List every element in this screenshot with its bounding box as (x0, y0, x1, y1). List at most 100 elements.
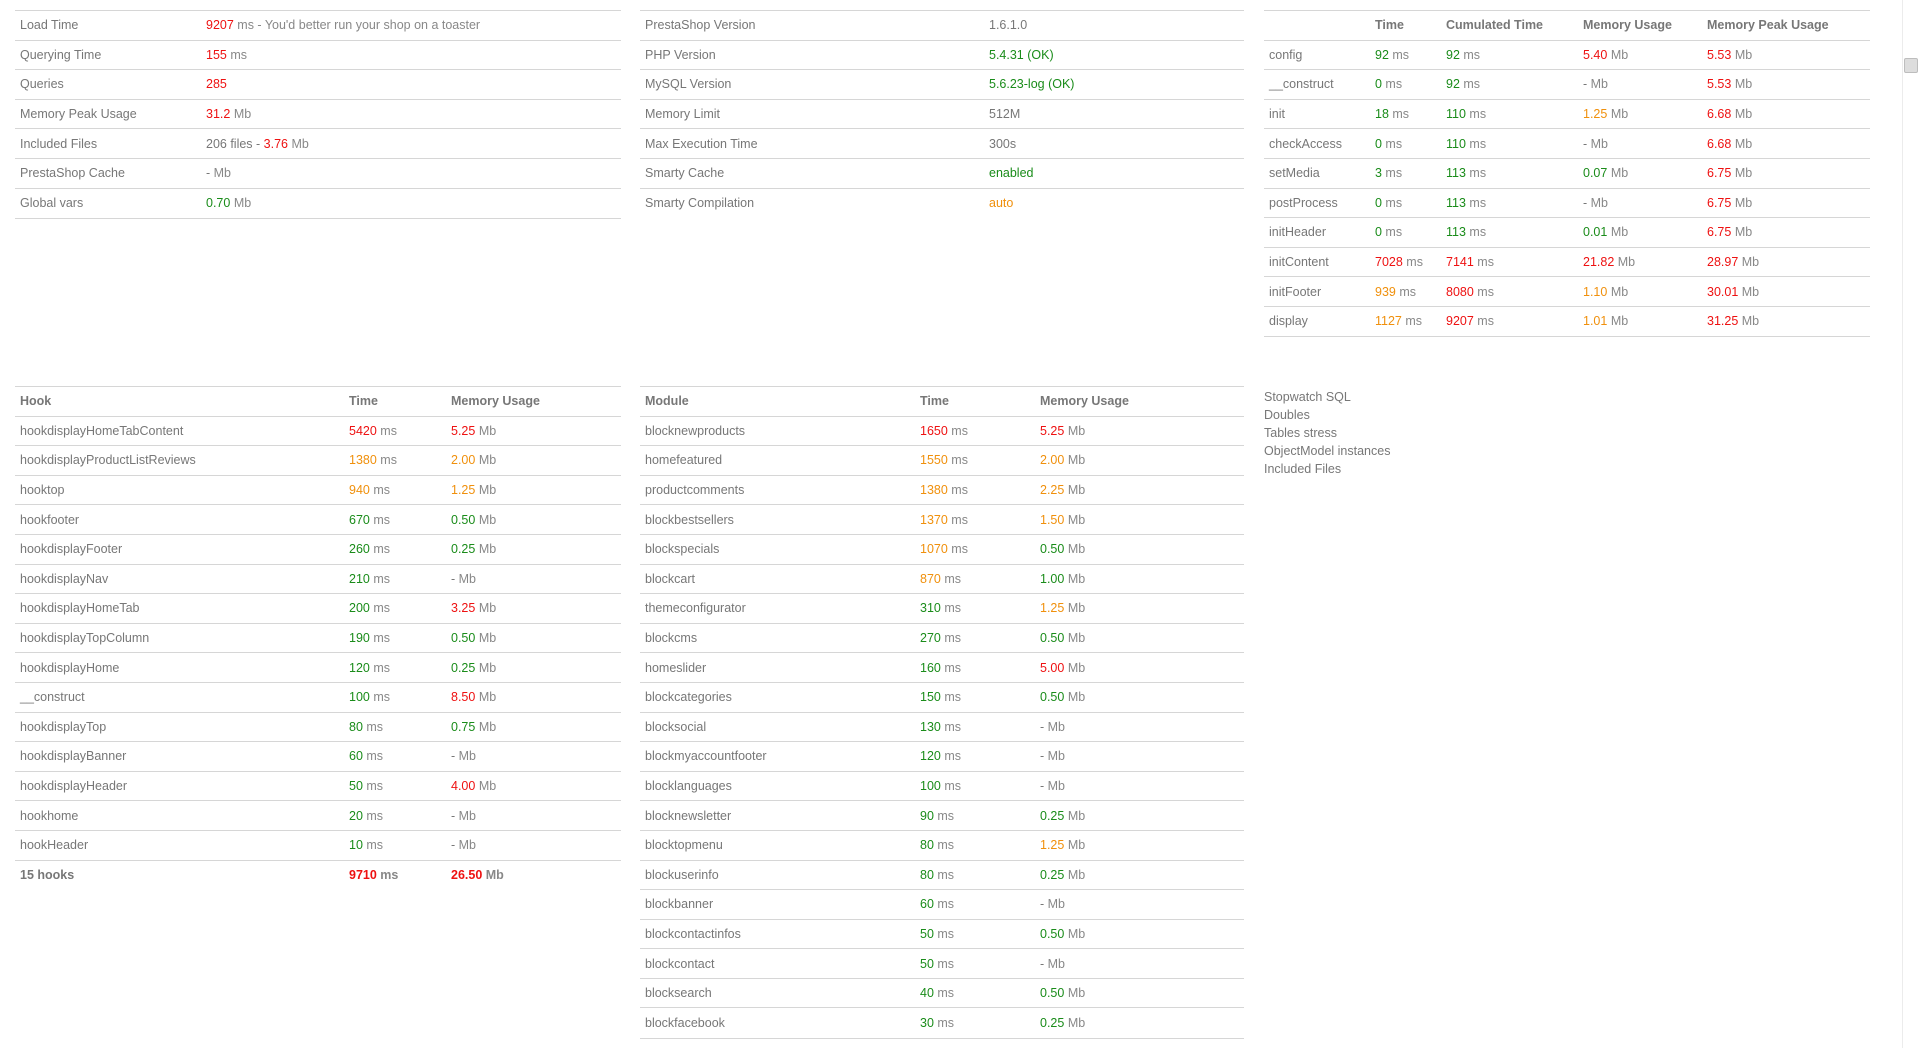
summary-label: Memory Peak Usage (20, 107, 137, 122)
hook-name: hookdisplayTop (20, 719, 107, 734)
hook-row: hookdisplayHome 120 ms 0.25 Mb (15, 652, 621, 683)
profiling-link[interactable]: Tables stress (1264, 426, 1337, 440)
step-memory-peak-value: 28.97 (1707, 255, 1739, 270)
step-cumulated-time-unit: ms (1473, 284, 1494, 299)
step-memory-usage: 1.01 Mb (1578, 306, 1702, 336)
module-time-unit: ms (933, 986, 955, 1001)
hook-time-unit: ms (369, 601, 390, 616)
step-name: __construct (1269, 77, 1334, 92)
module-time-unit: ms (933, 1016, 955, 1031)
step-cumulated-time: 110 ms (1441, 129, 1578, 159)
step-memory-peak-unit: Mb (1731, 225, 1753, 240)
scrollbar[interactable] (1902, 0, 1920, 1048)
scrollbar-thumb[interactable] (1904, 58, 1918, 73)
step-memory-peak-unit: Mb (1731, 195, 1753, 210)
step-memory-usage-unit: Mb (1587, 136, 1609, 151)
module-memory-unit: Mb (1064, 660, 1086, 675)
hook-memory-value: 2.00 (451, 453, 476, 468)
step-name: initHeader (1269, 225, 1326, 240)
module-row: themeconfigurator 310 ms 1.25 Mb (640, 593, 1244, 624)
module-memory-value: 1.25 (1040, 601, 1065, 616)
module-name: homefeatured (645, 453, 723, 468)
profiling-link[interactable]: ObjectModel instances (1264, 444, 1391, 458)
step-time-value: 92 (1375, 47, 1389, 62)
module-time: 100 ms (915, 771, 1035, 801)
hook-time-unit: ms (369, 542, 390, 557)
step-memory-peak-value: 31.25 (1707, 314, 1739, 329)
hook-time-unit: ms (369, 660, 390, 675)
step-time-unit: ms (1381, 225, 1403, 240)
config-label: Smarty Cache (645, 166, 725, 181)
module-row: blockuserinfo 80 ms 0.25 Mb (640, 860, 1244, 890)
module-memory: - Mb (1035, 771, 1244, 801)
module-name: blockcart (645, 571, 696, 586)
module-time: 1380 ms (915, 475, 1035, 505)
profiling-link[interactable]: Doubles (1264, 408, 1310, 422)
module-time: 120 ms (915, 742, 1035, 772)
hook-time: 260 ms (344, 534, 446, 564)
module-memory-value: 5.00 (1040, 660, 1065, 675)
module-memory-value: 0.25 (1040, 867, 1065, 882)
hook-memory: 8.50 Mb (446, 682, 621, 712)
hook-memory: 3.25 Mb (446, 594, 621, 624)
module-row: blocknewproducts 1650 ms 5.25 Mb (640, 416, 1244, 446)
module-memory-unit: Mb (1044, 749, 1066, 764)
module-name: blocksocial (645, 719, 707, 734)
hook-time-value: 1380 (349, 453, 377, 468)
hook-memory-unit: Mb (475, 779, 497, 794)
hook-memory-unit: Mb (475, 483, 497, 498)
module-time: 870 ms (915, 564, 1035, 594)
hook-time: 200 ms (344, 594, 446, 624)
profiling-link[interactable]: Included Files (1264, 462, 1342, 476)
module-memory-unit: Mb (1064, 867, 1086, 882)
hook-memory-unit: Mb (475, 660, 497, 675)
step-memory-peak-value: 30.01 (1707, 284, 1739, 299)
module-memory: 0.50 Mb (1035, 978, 1244, 1008)
steps-col-2: Cumulated Time (1446, 18, 1544, 33)
module-time-value: 1370 (920, 512, 948, 527)
hook-row: hookdisplayBanner 60 ms - Mb (15, 741, 621, 772)
module-memory-value: 2.00 (1040, 453, 1065, 468)
module-time-unit: ms (940, 690, 961, 705)
module-name: blocklanguages (645, 779, 732, 794)
step-time: 3 ms (1370, 158, 1441, 188)
module-row: blocknewsletter 90 ms 0.25 Mb (640, 800, 1244, 831)
modules-col-2: Memory Usage (1040, 394, 1129, 409)
summary-row: PrestaShop Cache - Mb (15, 158, 621, 188)
hooks-col-0: Hook (20, 394, 52, 409)
hook-memory: 0.25 Mb (446, 534, 621, 564)
step-cumulated-time-unit: ms (1465, 195, 1487, 210)
hook-name: hookdisplayFooter (20, 542, 123, 557)
step-time: 0 ms (1370, 129, 1441, 159)
module-time: 150 ms (915, 682, 1035, 712)
module-memory: 2.25 Mb (1035, 475, 1244, 505)
step-memory-peak: 6.75 Mb (1702, 158, 1870, 188)
config-label: MySQL Version (645, 77, 732, 92)
hook-time-value: 100 (349, 690, 370, 705)
profiling-link[interactable]: Stopwatch SQL (1264, 390, 1351, 404)
step-memory-peak-value: 6.75 (1707, 225, 1732, 240)
step-time: 0 ms (1370, 218, 1441, 248)
step-name: checkAccess (1269, 136, 1342, 151)
module-row: blockcms 270 ms 0.50 Mb (640, 623, 1244, 653)
step-memory-peak: 6.75 Mb (1702, 218, 1870, 248)
hook-memory-value: 0.75 (451, 719, 476, 734)
step-cumulated-time-unit: ms (1465, 136, 1487, 151)
hook-row: hookdisplayTop 80 ms 0.75 Mb (15, 712, 621, 742)
summary-row: Load Time 9207 ms - You'd better run your… (15, 10, 621, 41)
step-name: initFooter (1269, 284, 1322, 299)
module-name: blockcontact (645, 956, 715, 971)
module-row: blockbestsellers 1370 ms 1.50 Mb (640, 504, 1244, 535)
step-memory-peak-unit: Mb (1738, 284, 1760, 299)
hook-memory-value: 1.25 (451, 483, 476, 498)
step-memory-usage-value: - (1583, 195, 1588, 210)
step-time: 18 ms (1370, 99, 1441, 129)
hook-memory-value: 0.50 (451, 512, 476, 527)
module-time-unit: ms (947, 512, 968, 527)
config-row: Max Execution Time 300s (640, 128, 1244, 159)
hook-memory-unit: Mb (475, 542, 497, 557)
module-name: blockbestsellers (645, 512, 734, 527)
hook-name: hookdisplayTopColumn (20, 631, 150, 646)
steps-row: init 18 ms 110 ms 1.25 Mb 6.68 Mb (1264, 99, 1870, 129)
hook-name: hookdisplayBanner (20, 749, 127, 764)
